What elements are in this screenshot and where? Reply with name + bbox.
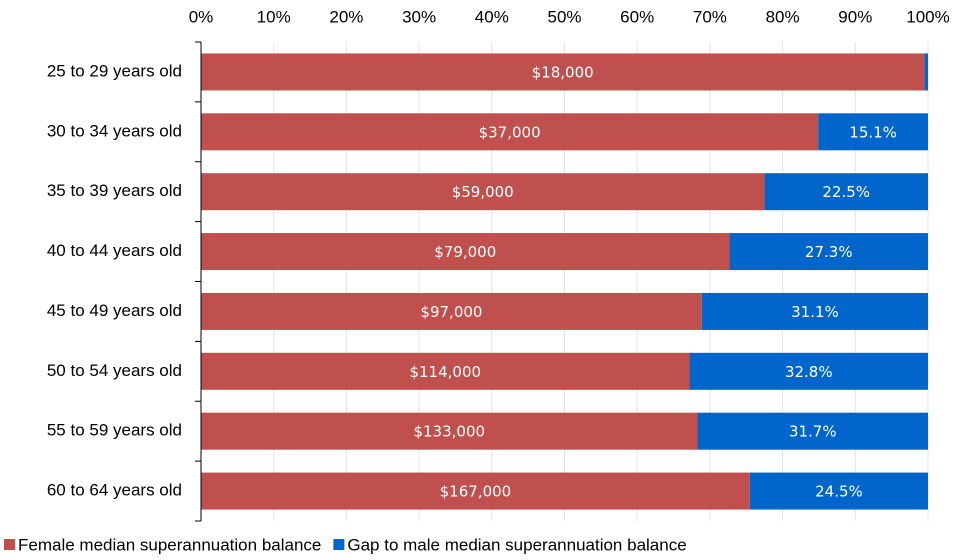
- bar-segment: [201, 113, 819, 151]
- data-label: 27.3%: [805, 243, 853, 261]
- legend-label: Gap to male median superannuation balanc…: [347, 535, 686, 554]
- bar-segment: [697, 412, 928, 450]
- data-label: $59,000: [452, 183, 514, 201]
- x-tick-label: 40%: [475, 7, 509, 26]
- data-label: 15.1%: [849, 123, 897, 141]
- x-tick-label: 100%: [906, 7, 949, 26]
- y-tick-label: 45 to 49 years old: [47, 301, 182, 320]
- y-tick-label: 40 to 44 years old: [47, 241, 182, 260]
- y-tick-label: 50 to 54 years old: [47, 361, 182, 380]
- y-tick-label: 30 to 34 years old: [47, 121, 182, 140]
- x-tick-label: 30%: [402, 7, 436, 26]
- legend-swatch: [333, 539, 345, 550]
- bar-segment: [201, 352, 690, 390]
- bar-segment: [729, 233, 928, 271]
- x-tick-label: 50%: [547, 7, 581, 26]
- bar-segment: [201, 472, 750, 510]
- bar-segment: [201, 412, 698, 450]
- data-label: 32.8%: [785, 363, 833, 381]
- bar-segment: [201, 233, 730, 271]
- data-label: 22.5%: [822, 183, 870, 201]
- y-tick-label: 60 to 64 years old: [47, 481, 182, 500]
- data-label: 24.5%: [815, 483, 863, 501]
- bar-segment: [749, 472, 928, 510]
- bar-segment: [924, 53, 928, 91]
- bar-segment: [201, 53, 925, 91]
- bar-segment: [201, 292, 702, 330]
- bar-segment: [764, 173, 928, 211]
- bar-segment: [201, 173, 765, 211]
- data-label: $133,000: [413, 423, 485, 441]
- data-label: 31.7%: [789, 423, 837, 441]
- data-label: $18,000: [532, 63, 594, 81]
- x-tick-label: 70%: [693, 7, 727, 26]
- y-tick-label: 55 to 59 years old: [47, 421, 182, 440]
- x-tick-label: 10%: [257, 7, 291, 26]
- bar-segment: [818, 113, 928, 151]
- y-tick-label: 35 to 39 years old: [47, 181, 182, 200]
- data-label: $79,000: [434, 243, 496, 261]
- x-tick-label: 60%: [620, 7, 654, 26]
- x-tick-label: 80%: [766, 7, 800, 26]
- x-tick-label: 20%: [329, 7, 363, 26]
- y-tick-label: 25 to 29 years old: [47, 61, 182, 80]
- x-tick-label: 0%: [189, 7, 214, 26]
- bar-segment: [701, 292, 928, 330]
- legend-swatch: [4, 539, 15, 550]
- x-tick-label: 90%: [838, 7, 872, 26]
- data-label: 31.1%: [791, 303, 839, 321]
- data-label: $167,000: [440, 483, 512, 501]
- data-label: $114,000: [409, 363, 481, 381]
- legend-label: Female median superannuation balance: [18, 535, 321, 554]
- data-label: $97,000: [420, 303, 482, 321]
- bar-segment: [689, 352, 928, 390]
- data-label: $37,000: [479, 123, 541, 141]
